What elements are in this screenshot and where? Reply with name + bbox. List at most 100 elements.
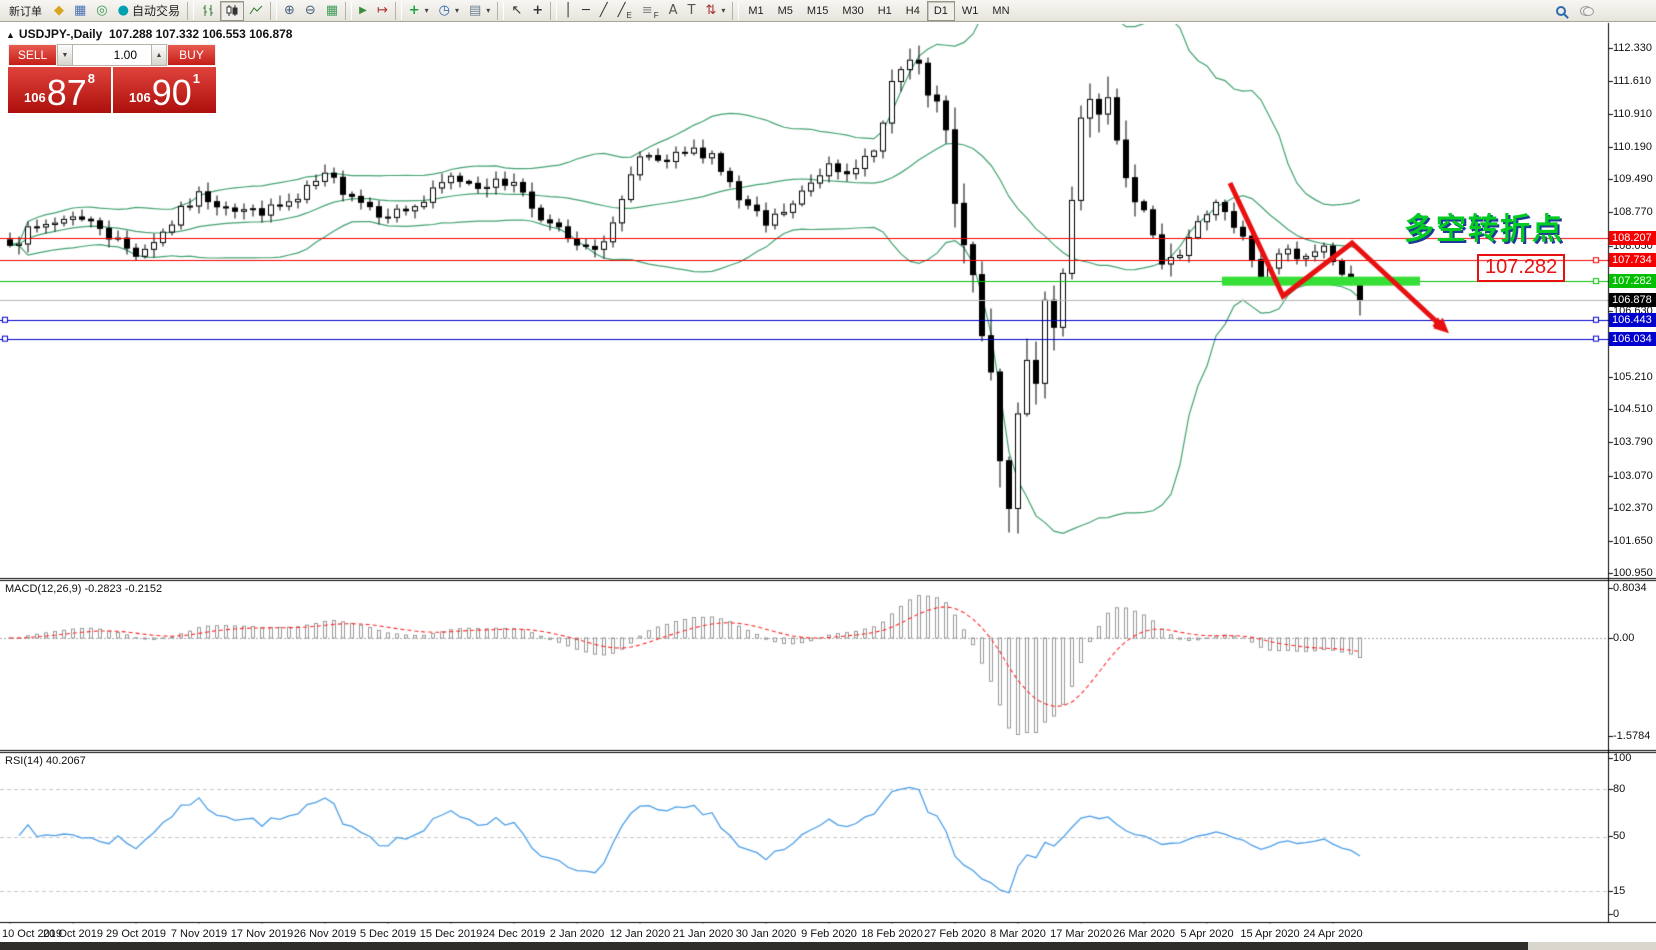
collapse-triangle-icon[interactable]: ▲ xyxy=(6,30,15,40)
macd-label: MACD(12,26,9) -0.2823 -0.2152 xyxy=(5,583,163,595)
tile-windows-button[interactable]: ▦ xyxy=(321,1,343,21)
sell-price-pip: 8 xyxy=(87,71,95,86)
horizontal-line-tool-button[interactable]: ─ xyxy=(577,1,595,21)
cursor-tool-button[interactable]: ↖ xyxy=(506,1,527,21)
dropdown-caret-icon[interactable]: ▾ xyxy=(454,6,459,15)
zoom-in-icon: ⊕ xyxy=(284,3,295,18)
dropdown-caret-icon[interactable]: ▾ xyxy=(424,6,429,15)
cursor-icon: ↖ xyxy=(511,3,523,18)
buy-price-button[interactable]: 106 90 1 xyxy=(113,67,216,113)
shift-icon: ↦ xyxy=(376,3,388,18)
volume-input[interactable]: 1.00 xyxy=(73,44,151,66)
volume-decrease-button[interactable]: ▼ xyxy=(57,44,73,66)
fibonacci-tool-button[interactable]: ≡ F xyxy=(637,1,664,21)
data-window-button[interactable]: ▦ xyxy=(69,1,91,21)
buy-button[interactable]: BUY xyxy=(167,44,216,66)
date-tick-label: 8 Mar 2020 xyxy=(990,928,1046,940)
price-tick-label: 103.070 xyxy=(1613,469,1653,482)
macd-tick-label: -1.5784 xyxy=(1613,730,1651,742)
date-tick-label: 5 Apr 2020 xyxy=(1180,928,1234,940)
toolbar-separator xyxy=(497,1,505,20)
crosshair-tool-button[interactable]: + xyxy=(527,1,548,21)
tf-m30-button[interactable]: M30 xyxy=(835,1,870,21)
bars-icon xyxy=(201,4,215,17)
tf-d1-button[interactable]: D1 xyxy=(926,0,955,21)
price-tick-label: 101.650 xyxy=(1613,535,1653,548)
price-badge: 106.034 xyxy=(1609,331,1656,346)
date-tick-label: 5 Dec 2019 xyxy=(359,928,417,940)
price-tick-label: 105.210 xyxy=(1613,370,1653,383)
tf-w1-button[interactable]: W1 xyxy=(955,1,986,21)
buy-price-pip: 1 xyxy=(192,71,200,86)
price-callout-label[interactable]: 107.282 xyxy=(1477,254,1566,282)
date-tick-label: 24 Apr 2020 xyxy=(1303,928,1363,940)
autotrade-icon: ● xyxy=(117,3,129,18)
vertical-line-tool-button[interactable]: │ xyxy=(559,1,577,21)
arrows-tool-button[interactable]: ⇅ ▾ xyxy=(700,1,730,21)
macd-tick-label: 0.00 xyxy=(1613,632,1635,644)
sell-price-big: 87 xyxy=(46,71,87,113)
sell-price-figure: 106 xyxy=(24,90,46,105)
tf-h1-button[interactable]: H1 xyxy=(871,1,899,21)
equidistant-channel-tool-button[interactable]: ╱ E xyxy=(613,1,637,21)
chart-ohlc-values: 107.288 107.332 106.553 106.878 xyxy=(108,27,293,41)
price-axis[interactable]: 112.330 111.610 110.910 110.190 109.490 108.7… xyxy=(1609,22,1656,923)
price-tick-label: 104.510 xyxy=(1613,403,1653,416)
dropdown-caret-icon[interactable]: ▾ xyxy=(486,6,491,15)
rsi-tick-label: 80 xyxy=(1613,783,1626,795)
text-tool-button[interactable]: A xyxy=(664,1,683,21)
candlestick-mode-button[interactable] xyxy=(220,0,244,21)
templates-button[interactable]: ▤ ▾ xyxy=(464,1,495,21)
date-tick-label: 20 Oct 2019 xyxy=(43,928,103,940)
text-label-tool-button[interactable]: T xyxy=(682,1,700,21)
autoscroll-icon: ▶ xyxy=(359,4,367,16)
auto-trading-label: 自动交易 xyxy=(131,4,180,18)
date-tick-label: 18 Feb 2020 xyxy=(861,928,923,940)
tf-mn-label: MN xyxy=(992,4,1010,17)
trendline-tool-button[interactable]: ╱ xyxy=(595,1,613,21)
toolbar-separator xyxy=(732,1,740,20)
search-icon[interactable] xyxy=(1556,5,1566,16)
arrows-icon: ⇅ xyxy=(705,3,717,18)
bar-chart-mode-button[interactable] xyxy=(196,1,220,21)
date-tick-label: 21 Jan 2020 xyxy=(672,928,734,940)
toolbar-separator xyxy=(394,1,402,20)
date-tick-label: 24 Dec 2019 xyxy=(482,928,546,940)
sell-button[interactable]: SELL xyxy=(8,44,57,66)
fibo-icon-sub: F xyxy=(653,10,659,20)
dropdown-caret-icon[interactable]: ▾ xyxy=(721,6,726,15)
price-badge: 107.282 xyxy=(1609,274,1656,289)
chart-symbol: USDJPY-,Daily xyxy=(18,27,103,41)
strategy-signal-button[interactable]: ◎ xyxy=(91,1,112,21)
date-tick-label: 29 Oct 2019 xyxy=(106,928,166,940)
chat-icon[interactable] xyxy=(1580,5,1594,16)
market-watch-button[interactable]: ◆ xyxy=(49,1,69,21)
date-tick-label: 10 Oct 2019 xyxy=(2,928,62,940)
rsi-tick-label: 50 xyxy=(1613,830,1626,842)
line-chart-mode-button[interactable] xyxy=(244,1,268,21)
sell-price-button[interactable]: 106 87 8 xyxy=(8,67,111,113)
trend-annotation-text[interactable]: 多空转折点 xyxy=(1404,213,1564,246)
tf-m5-button[interactable]: M5 xyxy=(771,1,800,21)
indicators-list-button[interactable]: + ▾ xyxy=(404,1,434,21)
tf-m1-button[interactable]: M1 xyxy=(741,1,770,21)
tf-h4-label: H4 xyxy=(905,4,920,17)
auto-trading-button[interactable]: ● 自动交易 xyxy=(113,1,185,21)
new-order-button[interactable]: 新订单 xyxy=(2,1,49,21)
price-tick-label: 100.950 xyxy=(1613,567,1653,580)
auto-scroll-button[interactable]: ▶ xyxy=(354,1,372,21)
tf-m15-button[interactable]: M15 xyxy=(800,1,835,21)
scrollbar-thumb[interactable] xyxy=(0,942,1528,950)
zoom-out-button[interactable]: ⊖ xyxy=(300,1,321,21)
periods-button[interactable]: ◷ ▾ xyxy=(434,1,464,21)
zoom-in-button[interactable]: ⊕ xyxy=(279,1,300,21)
volume-increase-button[interactable]: ▲ xyxy=(151,44,167,66)
chart-shift-button[interactable]: ↦ xyxy=(372,1,393,21)
tf-h4-button[interactable]: H4 xyxy=(899,1,927,21)
horizontal-scrollbar[interactable] xyxy=(0,942,1656,950)
tf-mn-button[interactable]: MN xyxy=(985,1,1016,21)
gold-icon: ◆ xyxy=(54,3,64,18)
date-axis[interactable]: 10 Oct 2019 20 Oct 2019 29 Oct 2019 7 Nov 2… xyxy=(0,924,1656,942)
